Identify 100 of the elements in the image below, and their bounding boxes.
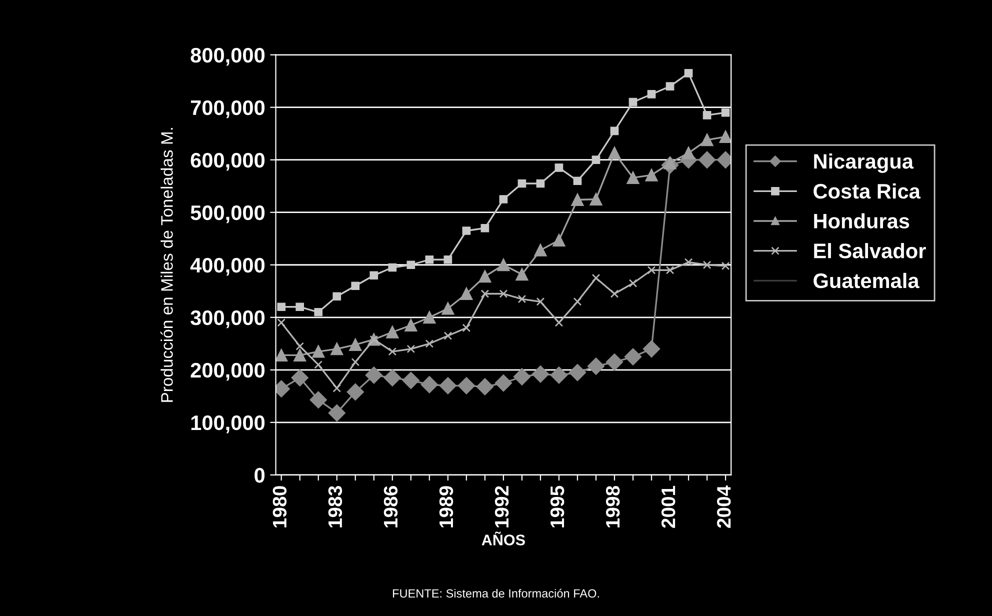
- point: [296, 342, 304, 350]
- point: [476, 378, 494, 396]
- point: [312, 345, 325, 358]
- point: [626, 171, 640, 184]
- point: [573, 176, 582, 186]
- point: [536, 179, 545, 188]
- point: [642, 340, 660, 358]
- legend-label: Costa Rica: [814, 183, 921, 199]
- point: [516, 268, 528, 281]
- point: [721, 108, 730, 117]
- x-tick-label: 1992: [494, 486, 509, 528]
- point: [406, 260, 416, 270]
- point: [666, 266, 674, 274]
- point: [478, 270, 492, 283]
- point: [460, 288, 473, 300]
- point: [628, 279, 638, 288]
- point: [702, 260, 712, 270]
- point: [666, 82, 674, 90]
- legend-label: Guatemala: [814, 272, 920, 288]
- point: [384, 369, 401, 386]
- point: [277, 318, 286, 327]
- x-tick-label: 2004: [717, 485, 731, 528]
- point: [328, 404, 346, 422]
- point: [296, 302, 304, 312]
- legend-label: Nicaragua: [814, 153, 914, 173]
- point: [721, 262, 730, 270]
- point: [442, 302, 454, 315]
- point: [425, 255, 434, 264]
- point: [388, 263, 397, 272]
- point: [610, 126, 619, 136]
- y-tick-label: 400,000: [190, 258, 265, 276]
- x-tick-label: 1980: [272, 486, 287, 528]
- point: [349, 338, 362, 351]
- point: [590, 192, 602, 206]
- point: [608, 146, 621, 160]
- point: [370, 271, 378, 280]
- x-axis-title: AÑOS: [482, 532, 525, 546]
- point: [497, 258, 510, 272]
- x-tick-label: 1998: [606, 486, 620, 528]
- point: [365, 366, 382, 384]
- point: [406, 344, 416, 354]
- point: [439, 377, 456, 394]
- point: [480, 290, 490, 298]
- point: [568, 364, 586, 382]
- point: [314, 360, 323, 369]
- y-axis-title: Producción en Miles de Toneladas M.: [160, 128, 173, 402]
- point: [719, 130, 732, 143]
- point: [291, 369, 308, 386]
- point: [513, 368, 530, 386]
- point: [444, 332, 452, 340]
- point: [682, 146, 695, 160]
- point: [550, 366, 568, 384]
- point: [624, 348, 642, 366]
- point: [277, 302, 286, 312]
- point: [351, 282, 360, 290]
- point: [610, 290, 619, 298]
- point: [294, 348, 306, 362]
- point: [647, 90, 656, 98]
- point: [462, 324, 471, 332]
- source-note: FUENTE: Sistema de Información FAO.: [392, 588, 599, 598]
- point: [420, 376, 438, 394]
- point: [554, 164, 564, 172]
- y-tick-label: 500,000: [190, 205, 265, 224]
- point: [702, 111, 712, 120]
- x-tick-label: 1986: [384, 486, 398, 528]
- point: [444, 255, 452, 264]
- point: [499, 195, 508, 204]
- point: [552, 234, 566, 246]
- y-tick-label: 300,000: [190, 310, 265, 328]
- point: [351, 358, 360, 366]
- y-tick-label: 800,000: [190, 48, 265, 66]
- point: [480, 224, 490, 232]
- y-tick-label: 700,000: [190, 100, 265, 118]
- legend-label: Honduras: [814, 213, 910, 229]
- point: [458, 377, 475, 394]
- point: [332, 384, 342, 392]
- x-tick-label: 1995: [550, 486, 564, 528]
- point: [534, 244, 547, 256]
- legend-label: El Salvador: [814, 243, 926, 258]
- point: [592, 274, 600, 282]
- point: [518, 294, 526, 304]
- point: [386, 326, 399, 338]
- point: [684, 258, 693, 266]
- point: [404, 319, 418, 332]
- y-tick-label: 100,000: [191, 415, 265, 434]
- point: [698, 151, 716, 168]
- point: [606, 353, 624, 371]
- point: [700, 134, 714, 146]
- point: [425, 339, 434, 348]
- point: [536, 297, 545, 306]
- point: [592, 156, 600, 164]
- y-tick-label: 200,000: [190, 362, 265, 381]
- point: [628, 98, 638, 106]
- point: [346, 383, 364, 401]
- point: [684, 69, 693, 78]
- point: [573, 297, 582, 306]
- point: [314, 308, 323, 316]
- point: [571, 194, 584, 206]
- point: [310, 391, 327, 408]
- point: [499, 290, 508, 298]
